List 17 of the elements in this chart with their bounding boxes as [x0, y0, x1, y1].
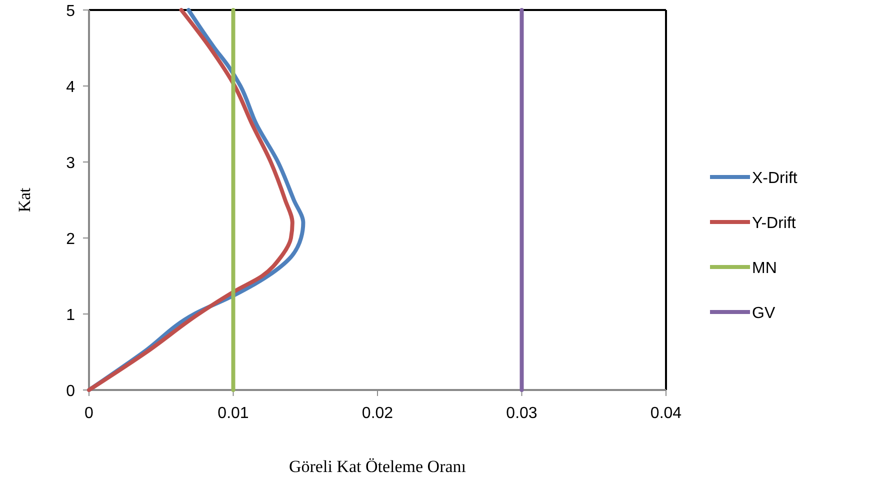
legend-label: GV [752, 305, 776, 322]
y-tick-label: 5 [66, 3, 76, 20]
y-tick-label: 4 [66, 79, 76, 96]
x-tick-label: 0.02 [362, 405, 394, 422]
x-axis-title: Göreli Kat Öteleme Oranı [288, 457, 466, 476]
y-tick-label: 2 [66, 231, 76, 248]
y-axis-title: Kat [15, 187, 34, 212]
legend-label: Y-Drift [752, 215, 796, 232]
x-tick-label: 0.03 [506, 405, 538, 422]
y-tick-label: 1 [66, 307, 76, 324]
x-tick-label: 0 [84, 405, 94, 422]
x-tick-label: 0.04 [650, 405, 682, 422]
x-tick-label: 0.01 [218, 405, 249, 422]
y-tick-label: 3 [66, 155, 76, 172]
y-tick-label: 0 [66, 383, 76, 400]
legend-label: MN [752, 260, 777, 277]
legend-label: X-Drift [752, 170, 798, 187]
